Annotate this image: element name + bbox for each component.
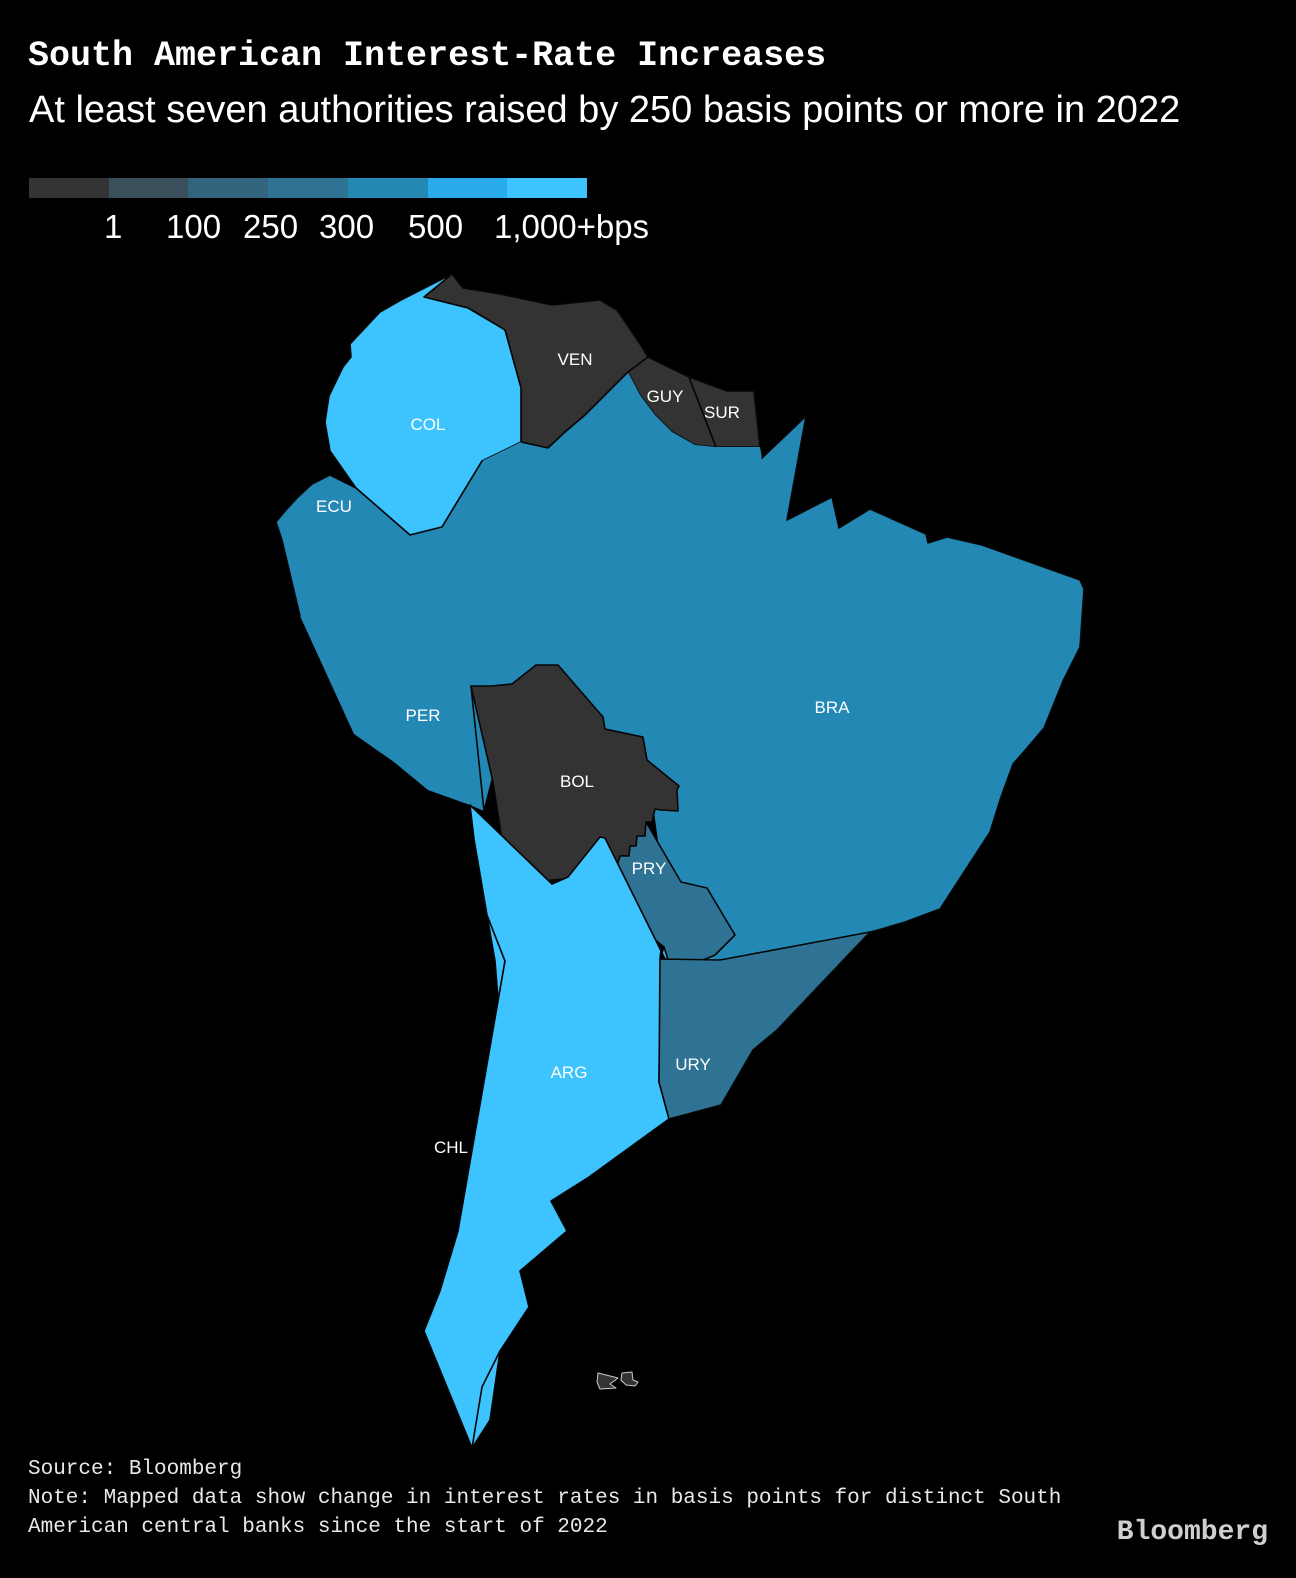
svg-text:BOL: BOL bbox=[560, 772, 594, 791]
svg-text:COL: COL bbox=[411, 415, 446, 434]
svg-text:VEN: VEN bbox=[558, 350, 593, 369]
svg-text:ECU: ECU bbox=[316, 497, 352, 516]
svg-text:PER: PER bbox=[406, 706, 441, 725]
svg-text:CHL: CHL bbox=[434, 1138, 468, 1157]
svg-text:PRY: PRY bbox=[632, 859, 667, 878]
svg-text:BRA: BRA bbox=[815, 698, 851, 717]
svg-text:URY: URY bbox=[675, 1055, 711, 1074]
svg-text:SUR: SUR bbox=[704, 403, 740, 422]
svg-text:ARG: ARG bbox=[551, 1063, 588, 1082]
svg-text:GUY: GUY bbox=[647, 387, 684, 406]
